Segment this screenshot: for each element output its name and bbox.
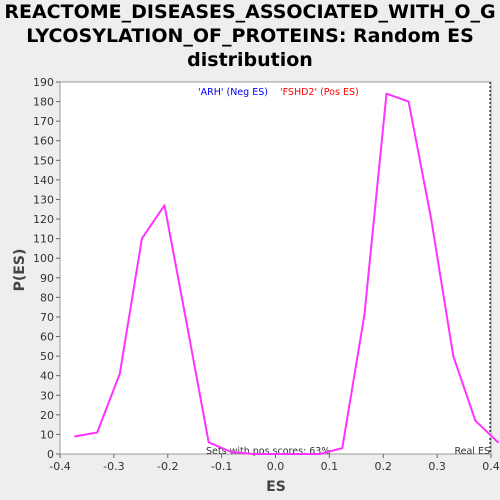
y-tick-label: 40 — [40, 370, 54, 383]
y-tick-label: 60 — [40, 331, 54, 344]
x-tick-label: 0.0 — [267, 460, 285, 473]
chart-title-line-3: distribution — [187, 49, 313, 71]
data-point — [430, 218, 433, 221]
neg-es-label: 'ARH' (Neg ES) — [198, 87, 268, 98]
x-tick-label: 0.2 — [375, 460, 393, 473]
y-tick-label: 160 — [33, 135, 54, 148]
y-tick-label: 140 — [33, 174, 54, 187]
data-point — [118, 372, 121, 375]
plot-area — [59, 81, 492, 455]
data-point — [185, 321, 188, 324]
y-tick-label: 10 — [40, 428, 54, 441]
real-es-label: Real ES — [454, 446, 490, 457]
x-axis-label: ES — [266, 479, 286, 495]
data-point — [207, 441, 210, 444]
x-tick-label: -0.2 — [157, 460, 178, 473]
data-point — [296, 453, 299, 455]
chart-title: REACTOME_DISEASES_ASSOCIATED_WITH_O_G LY… — [0, 0, 500, 72]
pos-es-label: 'FSHD2' (Pos ES) — [280, 87, 359, 98]
data-point — [96, 431, 99, 434]
y-tick-label: 130 — [33, 193, 54, 206]
y-tick-label: 150 — [33, 154, 54, 167]
y-tick-label: 190 — [33, 76, 54, 89]
y-tick-label: 70 — [40, 311, 54, 324]
chart-title-line-1: REACTOME_DISEASES_ASSOCIATED_WITH_O_G — [4, 1, 496, 23]
x-tick-label: 0.4 — [482, 460, 500, 473]
data-point — [274, 453, 277, 455]
y-tick-label: 50 — [40, 350, 54, 363]
chart-title-line-2: LYCOSYLATION_OF_PROTEINS: Random ES — [26, 25, 474, 47]
data-point — [318, 453, 321, 455]
data-point — [252, 453, 255, 455]
y-tick-label: 90 — [40, 272, 54, 285]
y-tick-label: 20 — [40, 409, 54, 422]
y-tick-label: 0 — [47, 448, 54, 461]
series-line — [74, 92, 499, 455]
y-tick-label: 30 — [40, 389, 54, 402]
data-point — [385, 92, 388, 95]
data-point — [341, 447, 344, 450]
x-tick-label: -0.1 — [211, 460, 232, 473]
data-point — [230, 451, 233, 454]
y-axis-label: P(ES) — [12, 249, 28, 292]
y-tick-label: 180 — [33, 96, 54, 109]
x-tick-label: -0.4 — [49, 460, 70, 473]
x-tick-label: 0.3 — [428, 460, 446, 473]
data-point — [363, 313, 366, 316]
y-tick-label: 100 — [33, 252, 54, 265]
x-tick-label: 0.1 — [321, 460, 339, 473]
y-tick-label: 170 — [33, 115, 54, 128]
x-tick-label: -0.3 — [103, 460, 124, 473]
sets-with-pos-scores-label: Sets with pos scores: 63% — [206, 446, 330, 457]
data-point — [163, 204, 166, 207]
x-axis: -0.4 -0.3 -0.2 -0.1 0.0 0.1 0.2 0.3 0.4 — [49, 454, 500, 473]
y-tick-label: 80 — [40, 291, 54, 304]
data-point — [74, 435, 77, 438]
data-point — [474, 419, 477, 422]
y-axis: 0 10 20 30 40 50 60 70 80 90 100 110 120 130 140 150 160… — [33, 76, 60, 461]
data-point — [407, 100, 410, 103]
y-tick-label: 110 — [33, 233, 54, 246]
data-point — [452, 355, 455, 358]
data-point — [140, 237, 143, 240]
data-point — [497, 441, 500, 444]
y-tick-label: 120 — [33, 213, 54, 226]
series-group — [74, 92, 500, 455]
